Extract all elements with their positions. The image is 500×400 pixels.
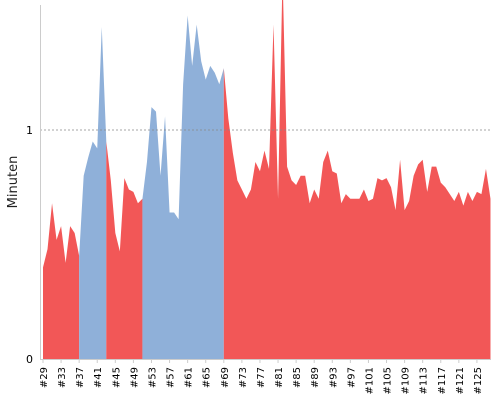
x-tick-label: #69 bbox=[220, 367, 231, 388]
area-series-group bbox=[43, 0, 491, 359]
x-tick-label: #57 bbox=[166, 367, 177, 388]
x-axis-ticks: #29 #33 #37 #41 #45 #49 #53 #57 #61 #65 #69 #73 #77 #… bbox=[39, 360, 484, 394]
x-tick-label: #125 bbox=[473, 367, 484, 394]
x-tick-label: #41 bbox=[93, 367, 104, 388]
area-segment-blue-2 bbox=[79, 26, 107, 359]
x-tick-label: #117 bbox=[437, 367, 448, 394]
y-tick-label: 1 bbox=[26, 124, 33, 137]
x-tick-label: #113 bbox=[419, 367, 430, 394]
area-segment-red-3 bbox=[106, 141, 143, 359]
x-tick-label: #45 bbox=[111, 367, 122, 388]
x-tick-label: #61 bbox=[184, 367, 195, 388]
x-tick-label: #89 bbox=[310, 367, 321, 388]
x-tick-label: #65 bbox=[202, 367, 213, 388]
x-tick-label: #77 bbox=[256, 367, 267, 388]
x-tick-label: #121 bbox=[455, 367, 466, 394]
x-tick-label: #33 bbox=[57, 367, 68, 388]
x-tick-label: #105 bbox=[383, 367, 394, 394]
x-tick-label: #29 bbox=[39, 367, 50, 388]
y-tick-label: 0 bbox=[26, 353, 33, 366]
x-tick-label: #49 bbox=[129, 367, 140, 388]
x-tick-label: #73 bbox=[238, 367, 249, 388]
area-segment-blue-4 bbox=[142, 15, 224, 359]
y-axis-ticks: 01 bbox=[26, 124, 33, 366]
area-segment-red-1 bbox=[43, 203, 80, 359]
x-tick-label: #37 bbox=[75, 367, 86, 388]
x-tick-label: #85 bbox=[292, 367, 303, 388]
x-tick-label: #101 bbox=[364, 367, 375, 394]
area-segment-red-5 bbox=[223, 0, 491, 359]
x-tick-label: #97 bbox=[346, 367, 357, 388]
x-tick-label: #109 bbox=[401, 367, 412, 394]
x-tick-label: #81 bbox=[274, 367, 285, 388]
y-axis-title: Minuten bbox=[6, 156, 21, 209]
x-tick-label: #53 bbox=[147, 367, 158, 388]
x-tick-label: #93 bbox=[328, 367, 339, 388]
